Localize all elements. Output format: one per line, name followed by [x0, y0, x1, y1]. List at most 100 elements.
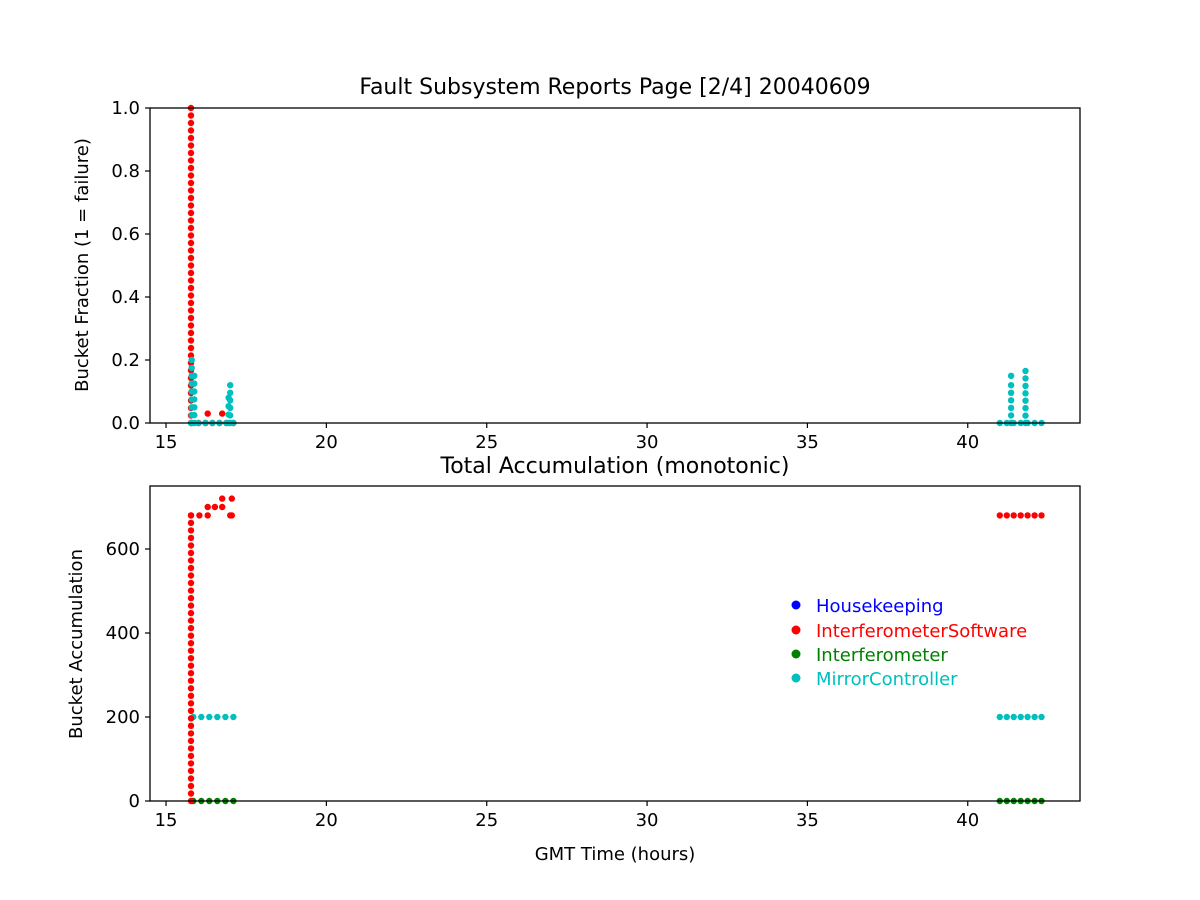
top-point-interferometer-software	[187, 262, 195, 269]
top-point-interferometer-software	[187, 127, 195, 134]
top-plot-frame	[149, 107, 1081, 424]
top-point-interferometer-software	[187, 337, 195, 344]
top-point-interferometer-software	[187, 254, 195, 262]
bottom-point-mirror-controller	[1003, 713, 1010, 721]
bottom-point-mirror-controller	[230, 713, 237, 721]
bottom-x-tick-label: 30	[636, 810, 659, 831]
top-point-interferometer-software	[187, 269, 195, 277]
top-point-mirror-controller	[191, 372, 198, 379]
top-point-mirror-controller	[1022, 367, 1029, 375]
top-point-interferometer-software	[187, 202, 195, 209]
bottom-point-interferometer-software	[187, 617, 195, 624]
bottom-point-interferometer-software	[187, 519, 195, 527]
bottom-point-interferometer-software	[196, 512, 203, 519]
bottom-point-interferometer-software	[1017, 512, 1024, 519]
bottom-point-interferometer-software	[1038, 512, 1045, 519]
bottom-point-interferometer-software	[1031, 512, 1038, 519]
bottom-x-tick-label: 25	[475, 810, 498, 831]
bottom-point-interferometer-software	[187, 624, 195, 632]
top-y-tick-label: 0.8	[111, 161, 140, 182]
bottom-point-interferometer-software	[187, 549, 195, 557]
bottom-point-mirror-controller	[1017, 713, 1024, 721]
bottom-point-mirror-controller	[198, 713, 205, 721]
top-point-mirror-controller	[227, 389, 234, 396]
bottom-point-interferometer-software	[187, 715, 195, 722]
top-point-interferometer-software	[187, 284, 195, 292]
bottom-point-interferometer-software	[996, 512, 1003, 519]
top-y-tick-label: 1.0	[111, 98, 140, 119]
top-point-interferometer-software	[187, 314, 195, 322]
bottom-point-interferometer-software	[187, 662, 195, 669]
bottom-point-interferometer-software	[187, 640, 195, 647]
bottom-point-interferometer-software	[187, 602, 195, 609]
bottom-point-interferometer-software	[187, 647, 195, 654]
bottom-plot-frame	[149, 485, 1081, 802]
top-point-interferometer-software	[187, 179, 195, 187]
bottom-point-interferometer-software	[187, 767, 195, 775]
top-y-tick-label: 0.0	[111, 413, 140, 434]
top-point-mirror-controller	[1022, 412, 1029, 419]
top-point-mirror-controller	[191, 396, 198, 403]
bottom-point-mirror-controller	[214, 713, 221, 721]
top-point-interferometer-software	[187, 217, 195, 224]
top-x-tick-label: 25	[475, 432, 498, 453]
top-point-mirror-controller	[1007, 372, 1015, 379]
bottom-point-interferometer-software	[228, 495, 235, 502]
top-point-interferometer-software	[187, 187, 195, 194]
top-point-interferometer-software	[187, 157, 195, 164]
legend-marker-interferometer-software	[791, 625, 801, 635]
bottom-point-interferometer-software	[219, 503, 226, 511]
legend-label-housekeeping: Housekeeping	[816, 596, 944, 617]
top-point-mirror-controller	[1022, 375, 1029, 382]
top-point-interferometer-software	[187, 322, 195, 329]
top-point-interferometer-software	[187, 209, 195, 217]
bottom-point-interferometer-software	[187, 677, 195, 684]
bottom-point-interferometer-software	[187, 730, 195, 737]
bottom-y-tick-label: 400	[106, 623, 140, 644]
legend: Housekeeping InterferometerSoftware Inte…	[791, 596, 1027, 690]
legend-label-interferometer-software: InterferometerSoftware	[816, 621, 1027, 642]
bottom-point-interferometer-software	[187, 564, 195, 572]
bottom-point-mirror-controller	[1024, 713, 1031, 721]
bottom-point-interferometer-software	[187, 557, 195, 564]
bottom-point-interferometer-software	[187, 745, 195, 752]
top-point-mirror-controller	[227, 404, 234, 412]
bottom-point-mirror-controller	[222, 713, 229, 721]
bottom-plot-marks	[187, 495, 1045, 805]
bottom-point-interferometer-software	[187, 542, 195, 549]
top-point-mirror-controller	[191, 380, 198, 387]
top-point-interferometer-software	[187, 344, 195, 352]
top-plot-title: Fault Subsystem Reports Page [2/4] 20040…	[359, 75, 870, 100]
bottom-point-interferometer-software	[187, 760, 195, 767]
bottom-point-interferometer-software	[211, 503, 219, 511]
top-y-tick-label: 0.6	[111, 224, 140, 245]
top-point-interferometer-software	[187, 239, 195, 247]
top-point-mirror-controller	[1022, 382, 1029, 390]
top-point-interferometer-software	[187, 112, 195, 119]
top-x-tick-label: 15	[155, 432, 178, 453]
top-point-mirror-controller	[227, 382, 234, 389]
top-x-tick-label: 40	[956, 432, 979, 453]
bottom-plot-title: Total Accumulation (monotonic)	[440, 454, 790, 479]
bottom-x-tick-label: 20	[315, 810, 338, 831]
bottom-point-interferometer-software	[187, 632, 195, 639]
bottom-point-interferometer-software	[187, 752, 195, 760]
top-point-mirror-controller	[1007, 397, 1015, 404]
top-point-mirror-controller	[1007, 382, 1015, 389]
bottom-point-interferometer-software	[187, 587, 195, 594]
top-point-mirror-controller	[191, 388, 198, 395]
bottom-point-interferometer-software	[187, 790, 195, 797]
bottom-point-interferometer-software	[187, 572, 195, 579]
top-point-interferometer-software	[219, 410, 226, 417]
top-point-interferometer-software	[187, 164, 195, 172]
bottom-point-mirror-controller	[996, 713, 1003, 721]
bottom-point-interferometer-software	[187, 707, 195, 714]
top-x-tick-label: 20	[315, 432, 338, 453]
top-point-interferometer-software	[187, 232, 195, 239]
bottom-point-interferometer-software	[1003, 512, 1010, 519]
top-point-mirror-controller	[1022, 404, 1029, 412]
top-point-mirror-controller	[227, 412, 234, 419]
top-point-mirror-controller	[191, 411, 198, 419]
top-point-interferometer-software	[187, 172, 195, 179]
